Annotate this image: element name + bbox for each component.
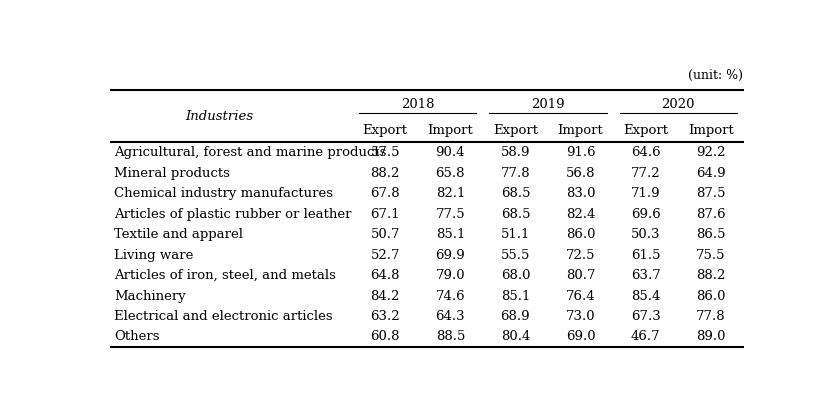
- Text: 77.8: 77.8: [696, 310, 726, 323]
- Text: 68.5: 68.5: [501, 208, 530, 221]
- Text: Export: Export: [493, 124, 538, 137]
- Text: Machinery: Machinery: [114, 289, 186, 303]
- Text: 68.5: 68.5: [501, 187, 530, 200]
- Text: 50.7: 50.7: [371, 228, 400, 241]
- Text: 64.6: 64.6: [631, 146, 661, 159]
- Text: 69.0: 69.0: [566, 330, 596, 343]
- Text: Agricultural, forest and marine products: Agricultural, forest and marine products: [114, 146, 387, 159]
- Text: 88.5: 88.5: [436, 330, 465, 343]
- Text: 2019: 2019: [531, 98, 565, 111]
- Text: 63.2: 63.2: [371, 310, 400, 323]
- Text: 82.1: 82.1: [436, 187, 465, 200]
- Text: (unit: %): (unit: %): [688, 69, 743, 82]
- Text: 85.1: 85.1: [436, 228, 465, 241]
- Text: 69.6: 69.6: [631, 208, 661, 221]
- Text: Articles of plastic rubber or leather: Articles of plastic rubber or leather: [114, 208, 352, 221]
- Text: 77.8: 77.8: [501, 167, 531, 179]
- Text: 88.2: 88.2: [696, 269, 726, 282]
- Text: 63.7: 63.7: [631, 269, 661, 282]
- Text: 56.8: 56.8: [566, 167, 596, 179]
- Text: Export: Export: [623, 124, 668, 137]
- Text: Chemical industry manufactures: Chemical industry manufactures: [114, 187, 333, 200]
- Text: 57.5: 57.5: [371, 146, 400, 159]
- Text: Import: Import: [688, 124, 734, 137]
- Text: 77.2: 77.2: [631, 167, 661, 179]
- Text: 50.3: 50.3: [631, 228, 661, 241]
- Text: 71.9: 71.9: [631, 187, 661, 200]
- Text: 89.0: 89.0: [696, 330, 726, 343]
- Text: 86.5: 86.5: [696, 228, 726, 241]
- Text: Mineral products: Mineral products: [114, 167, 230, 179]
- Text: 65.8: 65.8: [436, 167, 465, 179]
- Text: 46.7: 46.7: [631, 330, 661, 343]
- Text: 87.6: 87.6: [696, 208, 726, 221]
- Text: Living ware: Living ware: [114, 249, 193, 262]
- Text: Industries: Industries: [186, 110, 253, 123]
- Text: 67.3: 67.3: [631, 310, 661, 323]
- Text: 76.4: 76.4: [566, 289, 596, 303]
- Text: 85.4: 85.4: [631, 289, 661, 303]
- Text: 92.2: 92.2: [696, 146, 726, 159]
- Text: 85.1: 85.1: [501, 289, 530, 303]
- Text: 75.5: 75.5: [696, 249, 726, 262]
- Text: Electrical and electronic articles: Electrical and electronic articles: [114, 310, 332, 323]
- Text: 80.7: 80.7: [566, 269, 596, 282]
- Text: 80.4: 80.4: [501, 330, 530, 343]
- Text: 77.5: 77.5: [436, 208, 465, 221]
- Text: 88.2: 88.2: [371, 167, 400, 179]
- Text: 58.9: 58.9: [501, 146, 530, 159]
- Text: 87.5: 87.5: [696, 187, 726, 200]
- Text: Import: Import: [557, 124, 603, 137]
- Text: 72.5: 72.5: [566, 249, 596, 262]
- Text: 69.9: 69.9: [436, 249, 465, 262]
- Text: 67.1: 67.1: [371, 208, 400, 221]
- Text: 79.0: 79.0: [436, 269, 465, 282]
- Text: 51.1: 51.1: [501, 228, 530, 241]
- Text: 68.0: 68.0: [501, 269, 530, 282]
- Text: 86.0: 86.0: [566, 228, 596, 241]
- Text: 55.5: 55.5: [501, 249, 530, 262]
- Text: 2018: 2018: [401, 98, 435, 111]
- Text: Textile and apparel: Textile and apparel: [114, 228, 242, 241]
- Text: 83.0: 83.0: [566, 187, 596, 200]
- Text: 2020: 2020: [661, 98, 695, 111]
- Text: 86.0: 86.0: [696, 289, 726, 303]
- Text: 64.3: 64.3: [436, 310, 465, 323]
- Text: 73.0: 73.0: [566, 310, 596, 323]
- Text: 64.8: 64.8: [371, 269, 400, 282]
- Text: 64.9: 64.9: [696, 167, 726, 179]
- Text: 82.4: 82.4: [566, 208, 596, 221]
- Text: Others: Others: [114, 330, 159, 343]
- Text: 68.9: 68.9: [501, 310, 531, 323]
- Text: 74.6: 74.6: [436, 289, 465, 303]
- Text: Articles of iron, steel, and metals: Articles of iron, steel, and metals: [114, 269, 336, 282]
- Text: 60.8: 60.8: [371, 330, 400, 343]
- Text: 90.4: 90.4: [436, 146, 465, 159]
- Text: Export: Export: [362, 124, 407, 137]
- Text: 52.7: 52.7: [371, 249, 400, 262]
- Text: 91.6: 91.6: [566, 146, 596, 159]
- Text: Import: Import: [427, 124, 473, 137]
- Text: 67.8: 67.8: [371, 187, 400, 200]
- Text: 84.2: 84.2: [371, 289, 400, 303]
- Text: 61.5: 61.5: [631, 249, 661, 262]
